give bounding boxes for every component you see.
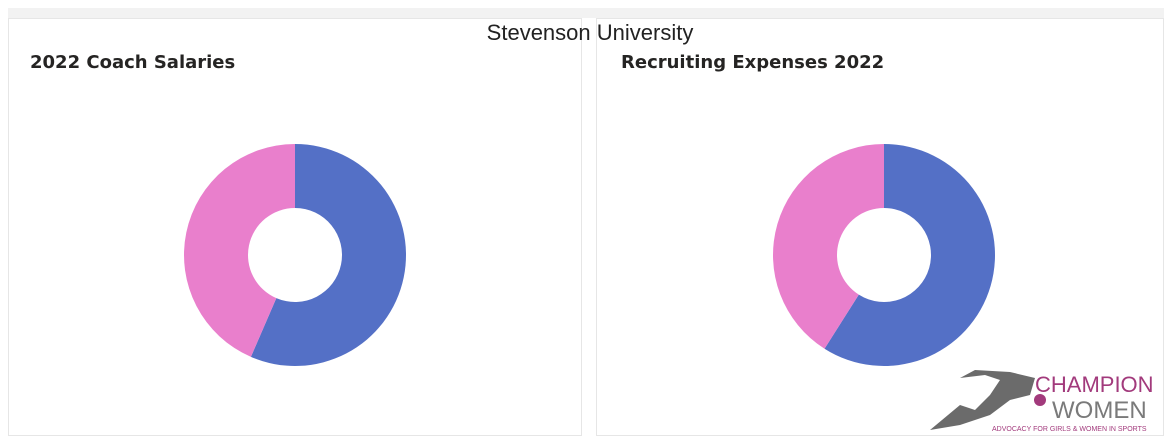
donut-segment — [184, 144, 295, 357]
logo-text: WOMEN — [1052, 397, 1147, 424]
donut-segment — [824, 144, 995, 366]
panel — [596, 18, 1164, 436]
logo-text: CHAMPION — [1035, 372, 1154, 397]
chart-title: 2022 Coach Salaries — [30, 52, 235, 73]
donut-segment — [250, 144, 406, 366]
top-strip — [8, 8, 1164, 18]
logo: CHAMPION WOMEN ADVOCACY FOR GIRLS & WOME… — [930, 370, 1154, 433]
donut-segment — [773, 144, 884, 349]
page-title: Stevenson University — [487, 20, 694, 45]
panel — [8, 18, 582, 436]
logo-tagline: ADVOCACY FOR GIRLS & WOMEN IN SPORTS — [992, 426, 1147, 433]
charts: 2022 Coach Salaries Recruiting Expenses 2… — [30, 52, 995, 366]
chart-title: Recruiting Expenses 2022 — [621, 52, 884, 73]
logo-ball — [1034, 394, 1046, 406]
logo-figure — [930, 370, 1035, 430]
